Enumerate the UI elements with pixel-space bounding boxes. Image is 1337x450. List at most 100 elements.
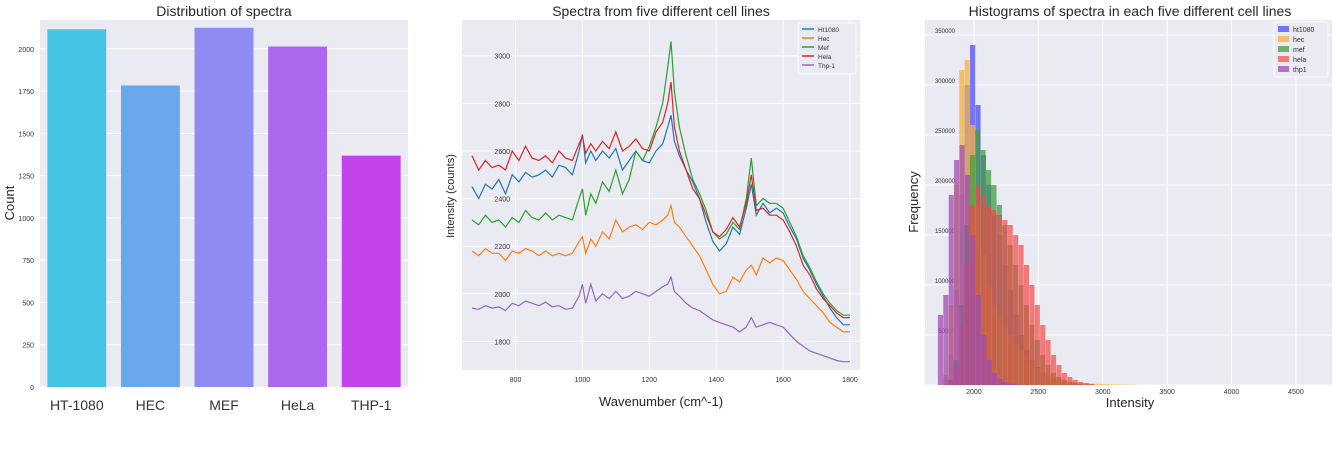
hist-bar-thp1	[1003, 382, 1008, 385]
y-tick-label: 250000	[935, 129, 956, 135]
hist-bar-hec	[1116, 385, 1121, 386]
hist-bar-thp1	[976, 295, 981, 385]
hist-bar-thp1	[981, 335, 986, 385]
x-tick-label: MEF	[209, 397, 239, 413]
hist-bar-hela	[1073, 380, 1078, 385]
bar-ht-1080	[47, 29, 106, 387]
legend-swatch	[1278, 36, 1289, 42]
legend-swatch	[1278, 66, 1289, 72]
x-tick-label: 2500	[1031, 389, 1047, 396]
legend-label: Ht1080	[818, 27, 839, 34]
hist-bar-hela	[1035, 305, 1040, 385]
hist-bar-thp1	[965, 175, 970, 385]
y-tick-label: 2600	[494, 149, 510, 156]
hist-bar-hec	[1105, 384, 1110, 385]
y-tick-label: 2800	[494, 101, 510, 108]
y-tick-label: 2000	[18, 47, 34, 54]
y-tick-label: 350000	[935, 29, 956, 35]
y-tick-label: 2000	[494, 292, 510, 299]
legend-swatch	[1278, 46, 1289, 52]
hist-bar-hela	[991, 210, 996, 385]
histogram-panel: 0500001000001500002000002500003000003500…	[905, 0, 1337, 445]
hist-bar-hela	[1078, 382, 1083, 385]
hist-bar-hela	[1062, 373, 1067, 385]
y-axis-label: Intensity (counts)	[445, 154, 457, 238]
hist-bar-thp1	[938, 315, 943, 385]
x-tick-label: 1600	[775, 377, 791, 384]
y-axis-label: Count	[2, 185, 17, 220]
y-axis-label: Frequency	[906, 171, 921, 233]
y-tick-label: 200000	[935, 179, 956, 185]
x-tick-label: 1000	[575, 377, 591, 384]
chart-title: Spectra from five different cell lines	[552, 3, 770, 19]
x-tick-label: 1200	[642, 377, 658, 384]
y-tick-label: 750	[22, 258, 34, 265]
legend-swatch	[1278, 26, 1289, 32]
hist-bar-hela	[1029, 285, 1034, 385]
y-tick-label: 1250	[18, 174, 34, 181]
hist-bar-hela	[1046, 340, 1051, 385]
hist-bar-hela	[1002, 220, 1007, 385]
hist-bar-hela	[1051, 355, 1056, 385]
legend-swatch	[1278, 56, 1289, 62]
x-tick-label: 1800	[842, 377, 858, 384]
x-tick-label: THP-1	[351, 397, 392, 413]
hist-bar-thp1	[970, 235, 975, 385]
x-tick-label: 1400	[708, 377, 724, 384]
y-tick-label: 1800	[494, 339, 510, 346]
y-tick-label: 3000	[494, 54, 510, 61]
x-axis-label: Wavenumber (cm^-1)	[599, 394, 723, 409]
hist-bar-hela	[997, 215, 1002, 385]
hist-bar-hec	[1100, 384, 1105, 385]
legend-label: thp1	[1293, 67, 1307, 74]
hist-bar-hela	[986, 205, 991, 385]
plot-area	[925, 20, 1332, 385]
y-tick-label: 500	[22, 300, 34, 307]
y-tick-label: 1750	[18, 89, 34, 96]
x-tick-label: 3500	[1159, 389, 1175, 396]
hist-bar-hela	[1067, 377, 1072, 385]
hist-bar-hela	[1089, 384, 1094, 385]
x-tick-label: 4000	[1224, 389, 1240, 396]
bar-hela	[268, 47, 327, 387]
bar-mef	[195, 28, 254, 387]
legend-label: mef	[1293, 47, 1305, 54]
hist-bar-thp1	[954, 160, 959, 385]
chart-title: Distribution of spectra	[156, 3, 292, 19]
legend-label: Hela	[818, 54, 832, 61]
hist-bar-thp1	[992, 373, 997, 385]
y-tick-label: 0	[30, 385, 34, 392]
hist-bar-hec	[1094, 384, 1099, 385]
hist-bar-hela	[1056, 365, 1061, 385]
hist-bar-hela	[1024, 265, 1029, 385]
hist-bar-hela	[1008, 225, 1013, 385]
legend-label: ht1080	[1293, 27, 1315, 34]
y-tick-label: 2200	[494, 244, 510, 251]
hist-bar-thp1	[997, 379, 1002, 385]
hist-bar-hela	[1040, 325, 1045, 385]
x-tick-label: HT-1080	[50, 397, 104, 413]
hist-bar-hela	[1083, 383, 1088, 385]
x-axis-label: Intensity	[1106, 395, 1155, 410]
legend-label: hec	[1293, 37, 1305, 44]
hist-bar-thp1	[987, 360, 992, 385]
y-tick-label: 250	[22, 343, 34, 350]
hist-bar-thp1	[1008, 384, 1013, 386]
legend-label: Thp-1	[818, 63, 835, 70]
hist-bar-hec	[1111, 384, 1116, 385]
bar-thp-1	[342, 156, 401, 387]
y-tick-label: 300000	[935, 79, 956, 85]
x-tick-label: 800	[510, 377, 522, 384]
x-tick-label: 4500	[1288, 389, 1304, 396]
hist-bar-thp1	[960, 145, 965, 385]
hist-bar-thp1	[943, 295, 948, 385]
y-tick-label: 1000	[18, 216, 34, 223]
legend-label: Mef	[818, 45, 829, 52]
bar-hec	[121, 85, 180, 387]
y-tick-label: 1500	[18, 131, 34, 138]
legend-label: Hec	[818, 36, 830, 43]
x-tick-label: 2000	[966, 389, 982, 396]
